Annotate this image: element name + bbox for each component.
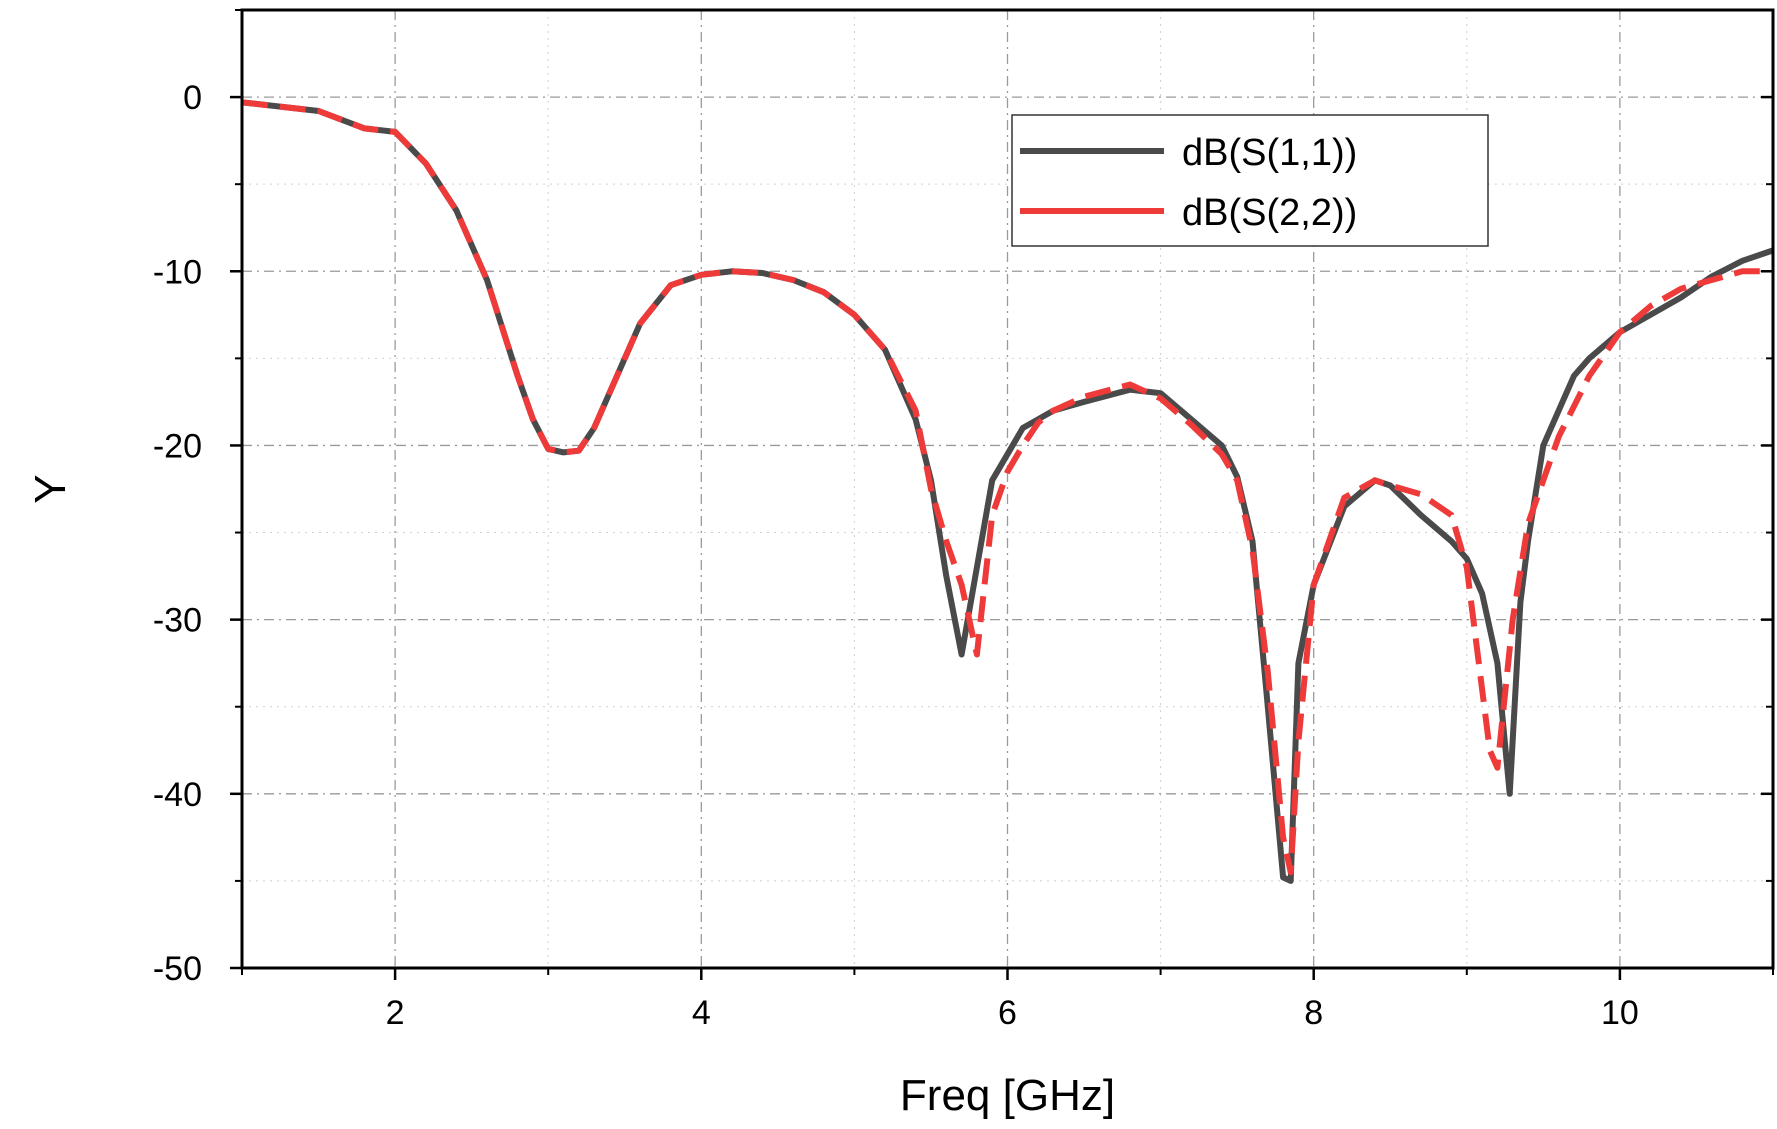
- legend: dB(S(1,1)) dB(S(2,2)): [1011, 114, 1489, 247]
- x-tick-label: 8: [1304, 994, 1323, 1032]
- y-tick-label: 0: [183, 79, 202, 117]
- x-tick-label: 2: [386, 994, 405, 1032]
- x-axis-title: Freq [GHz]: [900, 1071, 1115, 1120]
- series-layer: [242, 99, 1773, 884]
- x-tick-label: 4: [692, 994, 711, 1032]
- legend-label-s11: dB(S(1,1)): [1182, 132, 1357, 174]
- legend-box: [1011, 114, 1489, 247]
- x-tick-label: 6: [998, 994, 1017, 1032]
- series-line-s22: [242, 99, 1773, 876]
- grid: [241, 9, 1774, 969]
- y-tick-label: -30: [153, 602, 202, 640]
- y-tick-label: -40: [153, 776, 202, 814]
- y-tick-label: -10: [153, 253, 202, 291]
- legend-label-s22: dB(S(2,2)): [1182, 192, 1357, 234]
- x-tick-label: 10: [1601, 994, 1639, 1032]
- y-axis-title: Y: [26, 474, 75, 503]
- y-tick-label: -50: [153, 950, 202, 988]
- tick-labels: 2 4 6 8 10 0 -10 -20 -30 -40 -50: [153, 79, 1639, 1032]
- y-tick-label: -20: [153, 427, 202, 465]
- axis-ticks: [230, 9, 1774, 980]
